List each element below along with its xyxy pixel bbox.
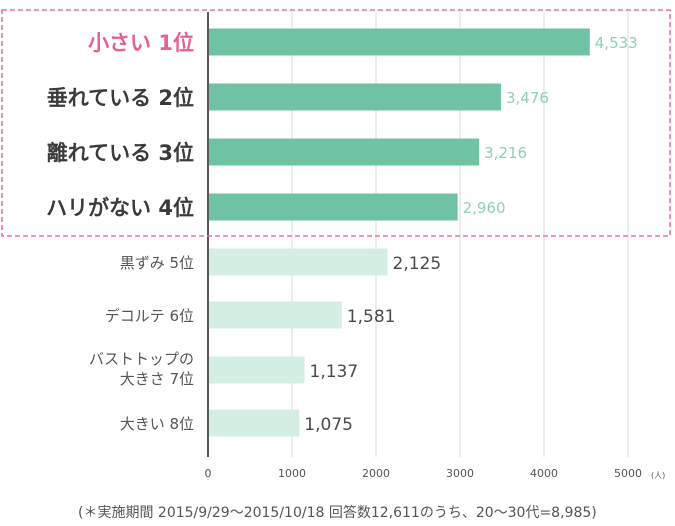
bar: [209, 301, 342, 329]
category-label: デコルテ 6位: [105, 307, 194, 325]
x-tick-label: 5000: [614, 467, 642, 480]
value-label: 2,960: [463, 199, 506, 217]
x-tick-label: 3000: [446, 467, 474, 480]
x-tick-label: 4000: [530, 467, 558, 480]
category-label: 黒ずみ 5位: [120, 254, 194, 272]
bar: [209, 409, 300, 437]
value-label: 4,533: [595, 34, 638, 52]
category-label: 小さい 1位: [88, 31, 194, 55]
category-label: 離れている 3位: [47, 141, 194, 165]
bar: [209, 28, 590, 56]
bar: [209, 248, 388, 276]
bar: [209, 83, 501, 111]
value-label: 1,137: [310, 362, 359, 382]
category-label: 垂れている 2位: [47, 86, 194, 110]
value-label: 1,075: [304, 415, 353, 435]
value-label: 3,216: [484, 144, 527, 162]
bar: [209, 193, 458, 221]
bar: [209, 138, 480, 166]
x-tick-label: 1000: [278, 467, 306, 480]
x-tick-label: 2000: [362, 467, 390, 480]
value-label: 3,476: [506, 89, 549, 107]
category-label: 大きい 8位: [120, 415, 194, 433]
x-axis-ticks: 0 1000 2000 3000 4000 5000: [205, 467, 643, 480]
bar: [209, 356, 305, 384]
value-label: 1,581: [347, 307, 396, 327]
value-label: 2,125: [393, 254, 442, 274]
category-label: バストトップの大きさ 7位: [89, 350, 194, 388]
category-label: ハリがない 4位: [46, 196, 194, 220]
top4-highlight-box: [1, 9, 671, 237]
x-tick-label: 0: [205, 467, 212, 480]
grid-lines: [291, 12, 629, 457]
bars: [209, 28, 590, 437]
value-labels: 4,533 3,476 3,216 2,960 2,125 1,581 1,137 1,075: [304, 34, 637, 435]
footnote: (＊実施期間 2015/9/29〜2015/10/18 回答数12,611のうち…: [78, 504, 597, 521]
unit-label: (人): [651, 471, 665, 480]
